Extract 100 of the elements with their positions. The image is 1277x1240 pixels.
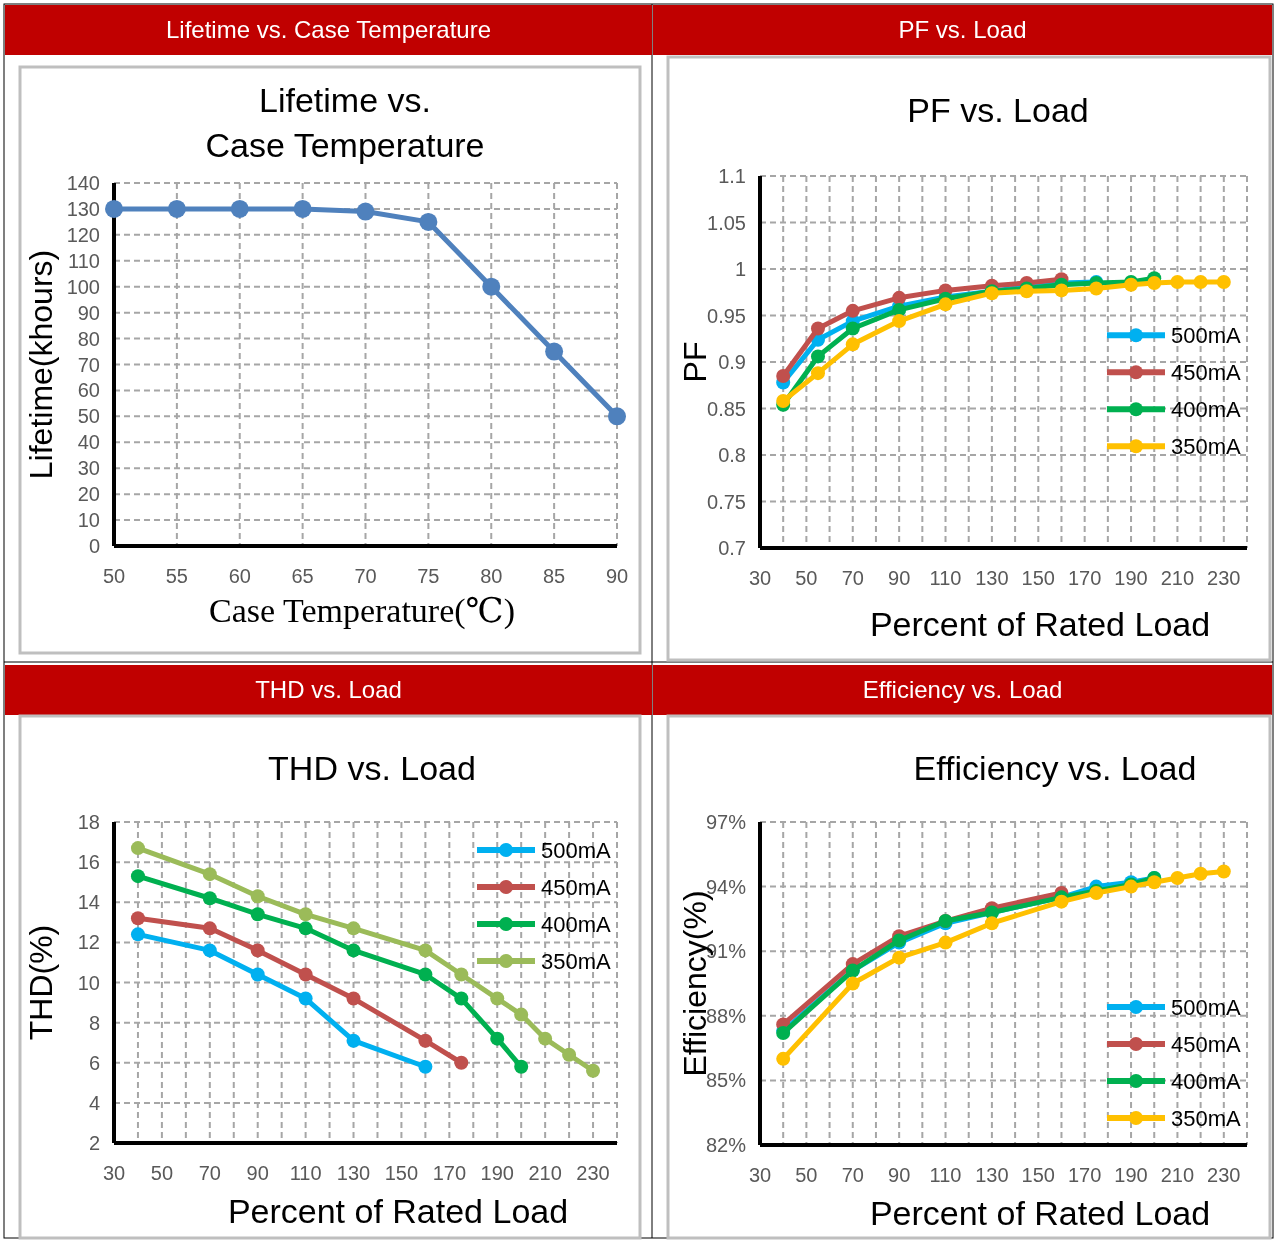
point	[538, 1031, 553, 1046]
y-tick-label: 0.85	[707, 397, 746, 420]
y-tick-label: 0.8	[718, 444, 746, 466]
y-tick-label: 0.9	[718, 351, 746, 373]
point	[298, 907, 313, 922]
point	[810, 349, 825, 364]
point	[776, 368, 791, 383]
point	[202, 943, 217, 958]
y-tick-label: 82%	[705, 1134, 747, 1156]
legend-label: 350mA	[541, 949, 612, 974]
point	[202, 921, 217, 936]
point	[608, 407, 626, 426]
point	[984, 916, 999, 931]
point	[454, 991, 469, 1006]
point	[1193, 275, 1208, 290]
y-axis-title: PF	[677, 341, 713, 383]
y-tick-label: 0.75	[707, 490, 746, 513]
point	[454, 1055, 469, 1070]
point	[419, 212, 438, 231]
point	[776, 1051, 791, 1066]
point	[418, 1033, 433, 1048]
y-tick-label: 60	[77, 379, 100, 402]
x-axis-title: Case Temperature(℃)	[209, 592, 515, 630]
point	[346, 921, 361, 936]
x-tick-label: 190	[480, 1162, 514, 1184]
x-tick-label: 70	[841, 1164, 864, 1186]
point	[845, 337, 860, 352]
point	[1054, 894, 1069, 909]
chart-title: Efficiency vs. Load	[862, 676, 1063, 703]
legend-label: 400mA	[1171, 1069, 1242, 1094]
y-tick-label: 120	[66, 223, 100, 246]
y-tick-label: 14	[77, 891, 100, 914]
y-tick-label: 50	[77, 405, 100, 428]
x-tick-label: 90	[888, 1164, 911, 1186]
x-tick-label: 65	[291, 565, 314, 587]
y-tick-label: 8	[88, 1011, 100, 1034]
y-tick-label: 10	[77, 509, 100, 532]
point	[356, 202, 375, 221]
x-tick-label: 110	[289, 1162, 322, 1184]
point	[1216, 864, 1231, 879]
legend-label: 450mA	[1171, 1032, 1242, 1057]
point	[250, 889, 265, 904]
point	[130, 927, 145, 942]
point	[1170, 870, 1185, 885]
y-tick-label: 1	[734, 258, 746, 280]
x-tick-label: 170	[432, 1162, 467, 1184]
x-tick-label: 210	[528, 1162, 562, 1184]
point	[298, 991, 313, 1006]
legend-label: 450mA	[1171, 360, 1242, 386]
x-tick-label: 130	[975, 1164, 1009, 1186]
point	[1216, 275, 1231, 290]
y-tick-label: 0.95	[707, 304, 746, 327]
x-axis-title: Percent of Rated Load	[869, 605, 1211, 643]
legend-label: 500mA	[1171, 995, 1242, 1020]
chart-subtitle: Lifetime vs. Case Temperature	[205, 81, 485, 164]
y-tick-label: 130	[66, 197, 100, 220]
legend-label: 350mA	[1171, 434, 1242, 460]
x-axis-title: Percent of Rated Load	[227, 1192, 569, 1230]
y-tick-label: 20	[77, 483, 100, 506]
point	[892, 290, 907, 305]
point	[562, 1047, 577, 1062]
legend-label: 350mA	[1171, 1106, 1242, 1131]
point	[810, 366, 825, 381]
x-tick-label: 70	[841, 567, 864, 589]
point	[250, 943, 265, 958]
point	[346, 991, 361, 1006]
point	[454, 967, 469, 982]
y-tick-label: 40	[77, 431, 100, 454]
point	[202, 867, 217, 882]
y-tick-label: 0.7	[718, 537, 746, 559]
x-tick-label: 80	[480, 565, 503, 587]
point	[938, 297, 953, 312]
chart-subtitle: Efficiency vs. Load	[913, 749, 1197, 787]
y-tick-label: 0	[88, 535, 100, 557]
y-tick-label: 2	[88, 1132, 100, 1154]
point	[1054, 283, 1069, 298]
x-tick-label: 60	[228, 565, 251, 587]
point	[293, 199, 312, 218]
point	[346, 1033, 361, 1048]
point	[298, 967, 313, 982]
chart-subtitle: THD vs. Load	[268, 749, 476, 787]
point	[1193, 866, 1208, 881]
x-tick-label: 230	[1207, 567, 1241, 589]
y-tick-label: 4	[88, 1091, 100, 1114]
legend-label: 400mA	[541, 912, 612, 937]
x-tick-label: 30	[102, 1162, 126, 1184]
point	[202, 891, 217, 906]
point	[810, 321, 825, 336]
point	[845, 321, 860, 336]
point	[514, 1059, 529, 1074]
point	[418, 967, 433, 982]
x-axis-title: Percent of Rated Load	[869, 1194, 1211, 1232]
point	[418, 1059, 433, 1074]
x-tick-label: 110	[929, 567, 962, 589]
point	[418, 943, 433, 958]
x-tick-label: 210	[1160, 567, 1195, 589]
legend-label: 400mA	[1171, 397, 1242, 423]
y-tick-label: 30	[77, 457, 100, 480]
point	[845, 976, 860, 991]
x-tick-label: 130	[975, 567, 1009, 589]
